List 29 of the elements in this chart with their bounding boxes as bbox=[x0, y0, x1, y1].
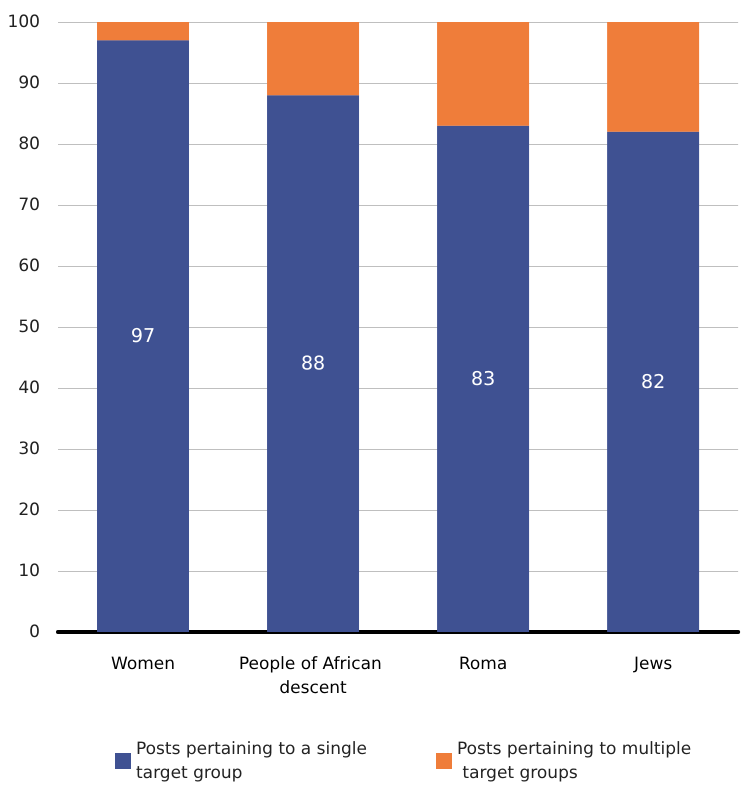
y-tick-label: 10 bbox=[18, 561, 40, 581]
data-label: 97 bbox=[130, 325, 156, 348]
bar bbox=[607, 22, 700, 132]
bar bbox=[97, 22, 190, 40]
y-tick-label: 50 bbox=[18, 317, 40, 337]
bar bbox=[437, 126, 530, 632]
legend-label: Posts pertaining to a single target group bbox=[136, 739, 372, 783]
bar bbox=[267, 22, 360, 96]
y-tick-label: 30 bbox=[18, 439, 40, 459]
x-tick-label: Jews bbox=[632, 654, 672, 674]
y-tick-label: 0 bbox=[29, 622, 40, 642]
bar bbox=[267, 95, 360, 632]
x-tick-label: Roma bbox=[458, 654, 508, 674]
y-tick-label: 60 bbox=[18, 256, 40, 276]
legend-label: Posts pertaining to multiple target groups bbox=[457, 739, 692, 783]
y-tick-label: 40 bbox=[18, 378, 40, 398]
y-tick-label: 20 bbox=[18, 500, 40, 520]
data-label: 88 bbox=[300, 352, 326, 375]
y-tick-label: 100 bbox=[8, 12, 40, 32]
y-tick-label: 80 bbox=[18, 134, 40, 154]
bar bbox=[607, 132, 700, 632]
y-tick-label: 90 bbox=[18, 73, 40, 93]
x-tick-label: People of African descent bbox=[238, 654, 388, 698]
data-label: 82 bbox=[641, 370, 666, 393]
bar bbox=[437, 22, 530, 126]
y-tick-label: 70 bbox=[18, 195, 40, 215]
x-tick-label: Women bbox=[111, 654, 176, 674]
data-label: 83 bbox=[470, 368, 496, 390]
bar bbox=[97, 40, 190, 632]
